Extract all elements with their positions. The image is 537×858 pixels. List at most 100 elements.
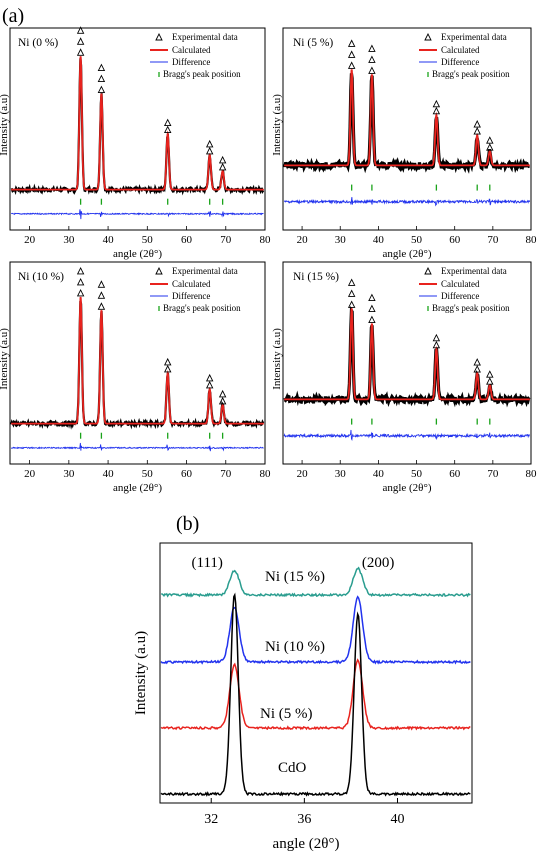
rietveld-panel-3: 20 30 40 50 60 70 80 angle (2θ°) Intensity (a.u)…	[271, 261, 537, 494]
legend-marker-experimental	[424, 32, 432, 41]
experimental-marker	[347, 278, 356, 286]
experimental-marker	[97, 63, 106, 72]
calculated-line	[284, 308, 530, 401]
x-axis-label: angle (2θ°)	[113, 248, 162, 260]
experimental-marker	[347, 61, 356, 69]
legend-label-bragg: Bragg's peak position	[432, 69, 510, 79]
experimental-marker	[368, 44, 376, 52]
legend-label-experimental: Experimental data	[441, 266, 507, 276]
legend-label-difference: Difference	[441, 291, 479, 301]
experimental-marker	[347, 39, 356, 47]
x-tick-label: 32	[204, 812, 218, 827]
series-line-3	[160, 592, 471, 797]
experimental-marker	[486, 143, 494, 151]
legend-label-experimental: Experimental data	[441, 32, 507, 42]
series-label: Ni (5 %)	[260, 706, 313, 722]
x-tick-label: 50	[411, 468, 423, 480]
x-tick-label: 70	[220, 468, 232, 480]
calculated-line	[11, 296, 264, 425]
series-label: Ni (10 %)	[265, 639, 325, 655]
peak-label-111: (111)	[192, 555, 223, 571]
x-tick-label: 20	[24, 234, 36, 246]
experimental-marker	[347, 50, 356, 58]
experimental-data-line	[10, 300, 265, 430]
experimental-marker	[368, 66, 376, 74]
experimental-marker	[368, 293, 376, 302]
panel-title: Ni (15 %)	[293, 271, 339, 283]
x-tick-label: 60	[181, 234, 193, 246]
figure-label-b: (b)	[176, 513, 199, 535]
experimental-marker	[368, 315, 376, 324]
legend-label-calculated: Calculated	[441, 45, 480, 55]
x-tick-label: 70	[220, 234, 232, 246]
experimental-marker	[486, 136, 494, 144]
x-tick-label: 30	[63, 468, 75, 480]
y-axis-label: Intensity (a.u)	[0, 94, 10, 156]
x-tick-label: 80	[526, 468, 537, 480]
x-tick-label: 50	[142, 234, 154, 246]
difference-line	[283, 429, 530, 442]
experimental-marker	[347, 300, 356, 308]
experimental-marker	[163, 125, 172, 134]
x-tick-label: 40	[390, 812, 404, 827]
experimental-marker	[368, 55, 376, 63]
experimental-marker	[76, 48, 85, 56]
legend-marker-experimental	[155, 32, 163, 41]
panel-frame	[9, 27, 266, 231]
y-axis-label: Intensity (a.u)	[271, 94, 283, 156]
experimental-marker	[76, 277, 85, 286]
panel-title: Ni (0 %)	[18, 37, 58, 49]
x-tick-label: 30	[335, 234, 347, 246]
difference-line	[10, 209, 264, 220]
x-tick-label: 60	[449, 468, 461, 480]
legend-label-calculated: Calculated	[172, 45, 211, 55]
experimental-marker	[218, 396, 227, 405]
legend-label-difference: Difference	[441, 57, 479, 67]
x-tick-label: 70	[487, 234, 499, 246]
panel-frame	[282, 261, 532, 465]
calculated-line	[284, 69, 530, 167]
y-axis-label: Intensity (a.u)	[133, 631, 149, 715]
x-axis-label: angle (2θ°)	[273, 836, 340, 852]
x-axis-label: angle (2θ°)	[113, 482, 162, 494]
experimental-marker	[163, 357, 172, 366]
series-line-2	[160, 658, 471, 731]
difference-line	[10, 442, 264, 452]
calculated-line	[11, 56, 264, 191]
experimental-marker	[97, 280, 106, 288]
legend-marker-experimental	[155, 266, 163, 275]
legend-label-experimental: Experimental data	[172, 266, 238, 276]
legend-label-bragg: Bragg's peak position	[163, 303, 241, 313]
x-tick-label: 50	[142, 468, 154, 480]
x-tick-label: 30	[63, 234, 75, 246]
series-label: Ni (15 %)	[265, 569, 325, 585]
figure-label-a: (a)	[2, 5, 24, 27]
x-axis-label: angle (2θ°)	[382, 248, 431, 260]
experimental-marker	[205, 380, 214, 389]
experimental-marker	[473, 365, 481, 373]
experimental-marker	[432, 340, 441, 349]
y-axis-label: Intensity (a.u)	[0, 328, 10, 390]
experimental-marker	[97, 302, 106, 310]
x-tick-label: 80	[260, 234, 272, 246]
panel-frame	[9, 261, 266, 465]
experimental-marker	[76, 37, 85, 45]
experimental-marker	[205, 139, 214, 148]
legend-label-difference: Difference	[172, 291, 210, 301]
experimental-marker	[163, 118, 172, 127]
rietveld-panel-2: 20 30 40 50 60 70 80 angle (2θ°) Intensity (a.u)…	[0, 261, 271, 494]
rietveld-panel-1: 20 30 40 50 60 70 80 angle (2θ°) Intensity (a.u)…	[271, 27, 537, 260]
experimental-marker	[76, 288, 85, 297]
series-line-1	[160, 595, 471, 665]
difference-line	[283, 197, 530, 207]
legend-marker-experimental	[424, 266, 432, 275]
series-label: CdO	[278, 760, 307, 776]
x-tick-label: 20	[24, 468, 36, 480]
experimental-data-line	[282, 73, 530, 174]
experimental-marker	[76, 266, 85, 275]
panel-frame	[282, 27, 532, 231]
experimental-marker	[486, 377, 494, 385]
x-tick-label: 70	[487, 468, 499, 480]
experimental-marker	[473, 358, 481, 366]
